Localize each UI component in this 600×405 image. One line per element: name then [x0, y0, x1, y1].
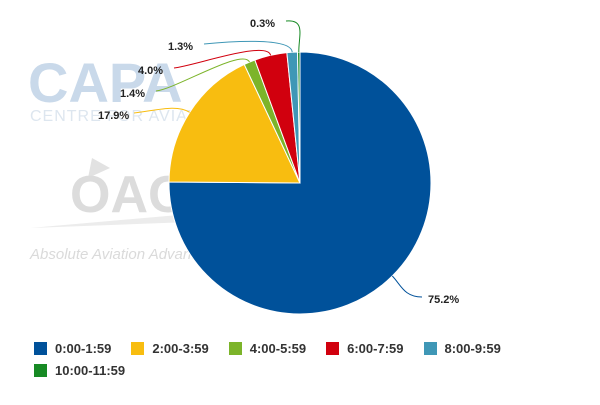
legend-item-4[interactable]: 6:00-7:59	[326, 340, 404, 356]
legend-item-6[interactable]: 10:00-11:59	[34, 362, 125, 378]
legend-item-1[interactable]: 0:00-1:59	[34, 340, 111, 356]
leader-line-5	[203, 40, 293, 53]
leader-line-3	[155, 58, 250, 92]
legend-item-3[interactable]: 4:00-5:59	[228, 340, 307, 356]
legend-item-5[interactable]: 8:00-9:59	[423, 340, 501, 356]
watermark: CAPA CENTRE FOR AVIATION OAG Absolute Av…	[28, 51, 229, 263]
data-label-6: 0.3%	[250, 18, 275, 30]
capa-watermark-subtitle: CENTRE FOR AVIATION	[30, 108, 229, 125]
leader-line-6	[285, 20, 301, 53]
data-label-4: 4.0%	[138, 65, 163, 77]
pie-slices	[168, 51, 432, 315]
leader-line-2	[133, 107, 190, 114]
chart-legend: 0:00-1:59 2:00-3:59 4:00-5:59 6:00-7:59 8:00…	[34, 340, 594, 378]
data-label-2: 17.9%	[98, 110, 129, 122]
legend-swatch	[228, 341, 242, 355]
legend-swatch	[34, 341, 47, 355]
pie-slice-0-00-1-59[interactable]	[168, 51, 432, 315]
legend-swatch	[326, 341, 340, 355]
oag-swoosh-icon	[88, 158, 110, 178]
leader-line-4	[173, 50, 272, 69]
legend-swatch	[423, 341, 437, 355]
watermark-divider	[30, 214, 190, 228]
data-label-5: 1.3%	[168, 41, 193, 53]
capa-watermark-logo: CAPA	[28, 51, 183, 114]
oag-watermark-tagline: Absolute Aviation Advantage	[29, 246, 220, 263]
data-label-1: 75.2%	[428, 294, 459, 306]
pie-slice-10-00-11-59[interactable]	[297, 51, 301, 184]
legend-item-2[interactable]: 2:00-3:59	[131, 340, 209, 356]
legend-label: 6:00-7:59	[347, 340, 404, 356]
pie-leader-lines	[133, 20, 423, 298]
legend-swatch	[131, 341, 145, 355]
legend-label: 2:00-3:59	[152, 340, 209, 356]
pie-slice-2-00-3-59[interactable]	[168, 63, 301, 184]
legend-label: 0:00-1:59	[55, 340, 112, 356]
pie-data-labels: 75.2% 17.9% 1.4% 4.0% 1.3% 0.3%	[98, 18, 459, 306]
legend-label: 8:00-9:59	[444, 340, 501, 356]
legend-label: 4:00-5:59	[249, 340, 307, 356]
legend-label: 10:00-11:59	[55, 362, 126, 378]
data-label-3: 1.4%	[120, 88, 145, 100]
legend-swatch	[34, 363, 47, 377]
leader-line-1	[391, 275, 423, 298]
